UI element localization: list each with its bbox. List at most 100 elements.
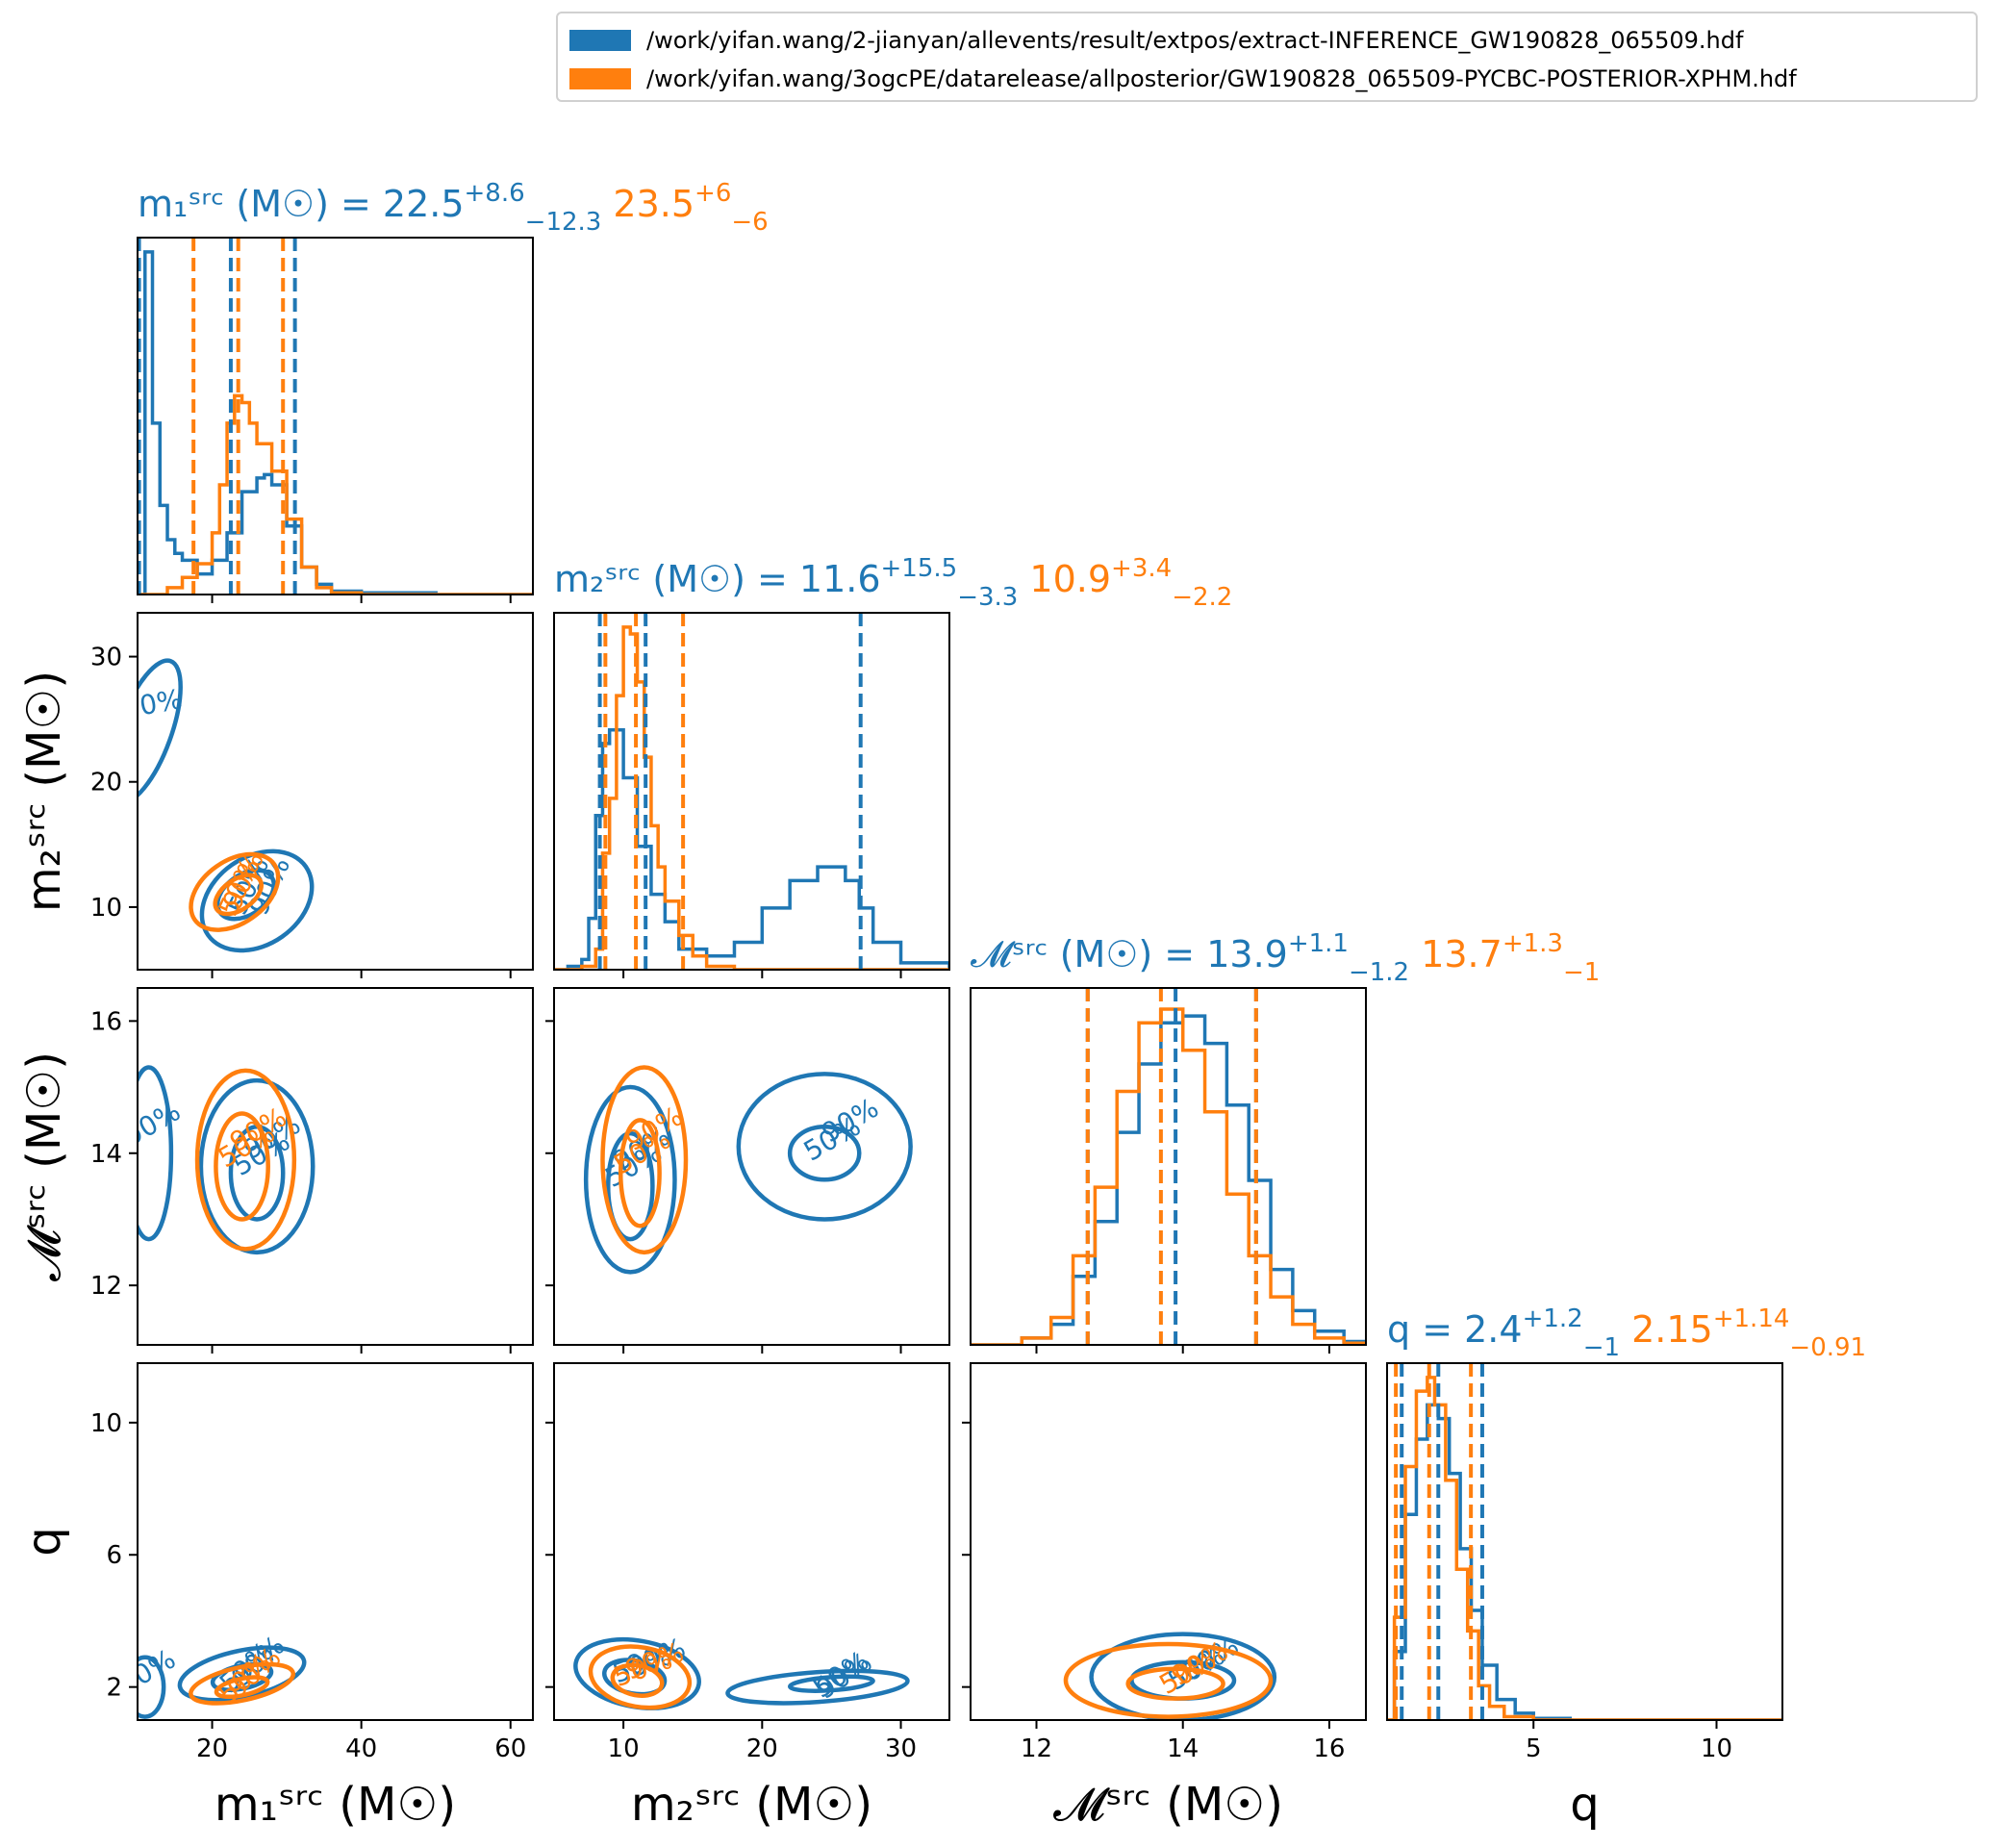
x-axis-label-m2: m₂ˢʳᶜ (M☉)	[631, 1778, 872, 1832]
x-tick-label: 10	[1701, 1734, 1732, 1763]
title-minus-series-2: −1	[1563, 958, 1600, 987]
title-median-series-1: 2.4	[1464, 1308, 1522, 1351]
y-tick-label: 14	[90, 1140, 122, 1169]
contour-90pct-series-2	[194, 1068, 297, 1252]
panel-content	[971, 988, 1366, 1345]
contour-90pct-series-2	[588, 1644, 693, 1710]
histogram-series-2	[554, 625, 949, 970]
legend-swatch-2	[569, 68, 631, 89]
panel-mchirp-vs-q: 90%50%90%50% 12 14 16	[962, 1362, 1367, 1763]
title-minus-series-1: −1.2	[1349, 958, 1409, 987]
y-tick-label: 10	[90, 894, 122, 923]
title-median-series-2: 10.9	[1018, 558, 1111, 600]
panel-content: 90%50%90%90%50%	[118, 1065, 316, 1255]
title-median-series-1: 13.9	[1206, 933, 1288, 975]
panel-title-m2: m₂ˢʳᶜ (M☉) = 11.6+15.5−3.3 10.9+3.4−2.2	[554, 554, 1232, 612]
title-minus-series-1: −3.3	[957, 583, 1018, 612]
title-median-series-1: 11.6	[799, 558, 881, 600]
contour-90pct-series-1	[138, 1065, 174, 1242]
legend-swatch-1	[569, 30, 631, 51]
x-tick-label: 40	[345, 1734, 377, 1763]
y-axis-label-m2: m₂ˢʳᶜ (M☉)	[17, 671, 71, 912]
panel-frame	[137, 987, 534, 1346]
contour-50pct-series-2	[214, 1675, 270, 1700]
contour-50pct-series-2	[610, 1662, 665, 1698]
x-tick-label: 5	[1526, 1734, 1542, 1763]
title-minus-series-1: −12.3	[525, 208, 602, 237]
panel-content: 90%50%90%50%90%50%	[583, 1065, 913, 1275]
contour-label: 90%	[114, 1643, 181, 1701]
histogram-series-1	[971, 1014, 1366, 1345]
title-minus-series-2: −6	[731, 208, 768, 237]
histogram-series-1	[554, 727, 949, 970]
panel-content: 90%50%90%50%90%50%	[573, 1632, 910, 1710]
contour-50pct-series-2	[214, 1111, 270, 1222]
panel-frame	[1386, 1362, 1783, 1721]
x-axis-label-q: q	[1570, 1778, 1599, 1832]
title-minus-series-2: −2.2	[1172, 583, 1232, 612]
panel-frame	[970, 1362, 1367, 1721]
y-tick-label: 6	[106, 1541, 122, 1570]
panel-frame	[553, 612, 950, 971]
contour-90pct-series-1	[583, 1084, 677, 1275]
title-minus-series-1: −1	[1583, 1333, 1620, 1362]
contour-90pct-series-2	[189, 851, 281, 932]
panel-m2-hist: m₂ˢʳᶜ (M☉) = 11.6+15.5−3.3 10.9+3.4−2.2	[553, 554, 1232, 978]
panel-mchirp-hist: 𝓜ˢʳᶜ (M☉) = 13.9+1.1−1.2 13.7+1.3−1	[970, 929, 1600, 1354]
panel-content: 90%50%90%90%50%	[138, 658, 315, 953]
contour-50pct-series-1	[788, 1674, 875, 1693]
panel-m1-vs-mchirp: 90%50%90% 90%50% 12 14 16	[90, 987, 534, 1354]
title-plus-series-2: +3.4	[1111, 554, 1172, 583]
contour-50pct-series-2	[618, 1118, 662, 1228]
y-tick-label: 12	[90, 1272, 122, 1301]
x-tick-label: 12	[1021, 1734, 1052, 1763]
contour-90pct-series-1	[199, 848, 315, 953]
x-tick-label: 14	[1167, 1734, 1199, 1763]
contour-90pct-series-1	[138, 658, 183, 805]
contour-90pct-series-1	[198, 1077, 316, 1255]
contour-90pct-series-1	[725, 1668, 910, 1706]
panel-content: 90%50%90%50%	[1063, 1630, 1277, 1720]
contour-90pct-series-2	[1063, 1641, 1274, 1719]
contour-90pct-series-1	[736, 1072, 913, 1222]
legend-label-1: /work/yifan.wang/2-jianyan/allevents/res…	[646, 27, 1744, 54]
legend: /work/yifan.wang/2-jianyan/allevents/res…	[556, 12, 1978, 102]
x-axis-label-mchirp: 𝓜ˢʳᶜ (M☉)	[1053, 1778, 1283, 1832]
title-median-series-2: 2.15	[1620, 1308, 1713, 1351]
title-plus-series-1: +8.6	[465, 179, 525, 208]
contour-90pct-series-1	[138, 1655, 166, 1719]
panel-frame	[137, 1362, 534, 1721]
title-plus-series-2: +6	[694, 179, 731, 208]
legend-label-2: /work/yifan.wang/3ogcPE/datarelease/allp…	[646, 65, 1797, 92]
title-name: 𝓜ˢʳᶜ (M☉) =	[971, 933, 1206, 975]
panel-content	[554, 613, 949, 970]
panel-frame	[970, 987, 1367, 1346]
title-name: m₁ˢʳᶜ (M☉) =	[138, 183, 383, 225]
y-tick-label: 20	[90, 769, 122, 797]
title-minus-series-2: −0.91	[1789, 1333, 1866, 1362]
panel-content	[1387, 1363, 1782, 1720]
contour-90pct-series-2	[600, 1065, 689, 1255]
y-tick-label: 2	[106, 1674, 122, 1703]
panel-m2-vs-q: 90%50% 90%50%90%50% 10 20 30	[545, 1362, 950, 1763]
title-name: m₂ˢʳᶜ (M☉) =	[554, 558, 799, 600]
histogram-series-1	[1387, 1403, 1782, 1720]
y-tick-label: 16	[90, 1007, 122, 1036]
contour-label: 50%	[609, 1643, 676, 1693]
title-name: q =	[1387, 1308, 1464, 1351]
panel-q-hist: q = 2.4+1.2−1 2.15+1.14−0.91 5 10	[1386, 1304, 1866, 1763]
title-plus-series-1: +15.5	[881, 554, 958, 583]
title-plus-series-2: +1.14	[1713, 1304, 1790, 1333]
panel-m1-hist: m₁ˢʳᶜ (M☉) = 22.5+8.6−12.3 23.5+6−6	[137, 179, 769, 603]
x-tick-label: 60	[494, 1734, 526, 1763]
y-tick-label: 30	[90, 644, 122, 672]
panel-title-mchirp: 𝓜ˢʳᶜ (M☉) = 13.9+1.1−1.2 13.7+1.3−1	[971, 929, 1600, 987]
title-median-series-2: 13.7	[1409, 933, 1503, 975]
panel-title-q: q = 2.4+1.2−1 2.15+1.14−0.91	[1387, 1304, 1866, 1362]
x-tick-label: 20	[746, 1734, 778, 1763]
contour-label: 90%	[118, 1095, 186, 1152]
panel-frame	[553, 1362, 950, 1721]
y-axis-label-q: q	[17, 1527, 71, 1556]
title-plus-series-1: +1.1	[1288, 929, 1349, 958]
